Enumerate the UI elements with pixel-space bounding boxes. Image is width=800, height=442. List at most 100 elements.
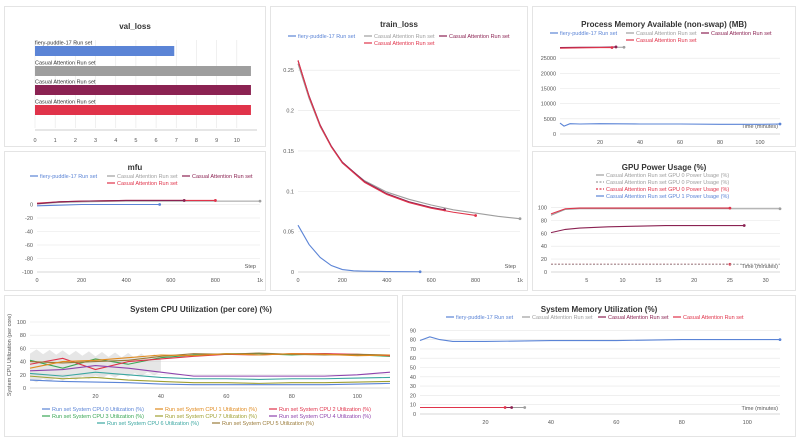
train-loss-x-tick: 200	[338, 278, 347, 284]
cpu-y-tick: 80	[20, 333, 26, 339]
sys-memory-x-tick: 60	[613, 420, 619, 426]
cpu-y-tick: 20	[20, 373, 26, 379]
sys-memory-y-tick: 90	[410, 328, 416, 334]
val-loss-x-tick: 6	[155, 138, 158, 144]
sys-memory-y-tick: 50	[410, 366, 416, 372]
memory-y-tick: 15000	[541, 87, 556, 93]
gpu-power-series-line	[550, 207, 730, 215]
gpu-power-legend-label: Casual Attention Run set GPU 1 Power Usa…	[606, 194, 729, 200]
gpu-power-series-end-dot	[728, 206, 732, 210]
val-loss-x-tick: 3	[94, 138, 97, 144]
train-loss-series-end-dot	[418, 270, 422, 274]
cpu-y-tick: 60	[20, 346, 26, 352]
sys-memory-panel[interactable]	[402, 295, 796, 437]
sys-memory-legend-label: Casual Attention Run set	[532, 315, 593, 321]
memory-legend-label: Casual Attention Run set	[711, 31, 772, 37]
memory-y-tick: 20000	[541, 71, 556, 77]
val-loss-x-tick: 9	[215, 138, 218, 144]
cpu-legend-label: Run set System CPU 3 Utilization (%)	[52, 414, 144, 420]
memory-x-label: Time (minutes)	[742, 124, 779, 130]
val-loss-bar	[35, 105, 251, 115]
train-loss-legend-label: Casual Attention Run set	[374, 41, 435, 47]
train-loss-y-tick: 0.2	[286, 109, 294, 115]
train-loss-series-end-dot	[518, 217, 522, 221]
val-loss-x-tick: 4	[114, 138, 117, 144]
cpu-y-tick: 0	[23, 386, 26, 392]
mfu-panel[interactable]	[4, 151, 266, 291]
sys-memory-y-tick: 20	[410, 393, 416, 399]
mfu-x-tick: 800	[211, 278, 220, 284]
train-loss-series-end-dot	[474, 214, 477, 217]
cpu-series-line	[29, 353, 391, 371]
mfu-x-tick: 1k	[257, 278, 263, 284]
cpu-y-tick: 40	[20, 360, 26, 366]
val-loss-bar	[35, 85, 251, 95]
memory-x-tick: 20	[597, 140, 603, 146]
train-loss-x-tick: 800	[471, 278, 480, 284]
val-loss-title: val_loss	[119, 22, 151, 31]
mfu-series-end-dot	[158, 203, 162, 206]
sys-memory-series-line	[419, 336, 780, 343]
train-loss-legend-label: fiery-puddle-17 Run set	[298, 34, 356, 40]
mfu-x-tick: 600	[166, 278, 175, 284]
val-loss-x-tick: 7	[175, 138, 178, 144]
memory-y-tick: 25000	[541, 56, 556, 62]
memory-series-line	[559, 46, 612, 49]
sys-memory-y-tick: 70	[410, 347, 416, 353]
sys-memory-y-tick: 10	[410, 403, 416, 409]
cpu-series-line	[29, 379, 391, 386]
cpu-x-tick: 100	[353, 394, 362, 400]
gpu-power-y-tick: 20	[541, 257, 547, 263]
train-loss-legend-label: Casual Attention Run set	[449, 34, 510, 40]
memory-y-tick: 10000	[541, 102, 556, 108]
val-loss-x-tick: 10	[234, 138, 240, 144]
val-loss-x-tick: 2	[74, 138, 77, 144]
sys-memory-x-tick: 40	[548, 420, 554, 426]
cpu-x-tick: 60	[223, 394, 229, 400]
gpu-power-series-line	[550, 208, 780, 216]
gpu-power-y-tick: 80	[541, 218, 547, 224]
mfu-x-tick: 0	[35, 278, 38, 284]
memory-series-end-dot	[614, 45, 618, 49]
train-loss-legend-label: Casual Attention Run set	[374, 34, 435, 40]
val-loss-panel[interactable]	[4, 6, 266, 147]
gpu-power-y-tick: 0	[544, 270, 547, 276]
mfu-x-tick: 400	[122, 278, 131, 284]
cpu-legend-label: Run set System CPU 1 Utilization (%)	[165, 407, 257, 413]
train-loss-y-tick: 0	[291, 270, 294, 276]
sys-memory-series-end-dot	[523, 406, 527, 409]
cpu-legend-label: Run set System CPU 7 Utilization (%)	[165, 414, 257, 420]
train-loss-y-tick: 0.05	[283, 230, 294, 236]
gpu-power-x-label: Time (minutes)	[742, 264, 779, 270]
memory-legend-label: Casual Attention Run set	[636, 31, 697, 37]
train-loss-panel[interactable]	[270, 6, 528, 291]
cpu-legend-label: Run set System CPU 0 Utilization (%)	[52, 407, 144, 413]
gpu-power-panel[interactable]	[532, 151, 796, 291]
cpu-legend-label: Run set System CPU 6 Utilization (%)	[107, 421, 199, 427]
gpu-power-x-tick: 20	[691, 278, 697, 284]
cpu-legend-label: Run set System CPU 2 Utilization (%)	[279, 407, 371, 413]
val-loss-bar-label: fiery-puddle-17 Run set	[35, 41, 93, 47]
sys-memory-series-end-dot	[778, 338, 782, 341]
memory-x-tick: 100	[755, 140, 764, 146]
memory-y-tick: 0	[553, 132, 556, 138]
sys-memory-y-tick: 30	[410, 384, 416, 390]
mfu-x-label: Step	[245, 264, 256, 270]
train-loss-x-tick: 600	[427, 278, 436, 284]
sys-memory-legend-label: Casual Attention Run set	[683, 315, 744, 321]
cpu-y-label: System CPU Utilization (per core)	[7, 314, 13, 396]
val-loss-bar-label: Casual Attention Run set	[35, 80, 96, 86]
train-loss-x-tick: 400	[382, 278, 391, 284]
memory-x-tick: 40	[637, 140, 643, 146]
sys-memory-x-tick: 100	[743, 420, 752, 426]
mfu-y-tick: -100	[22, 270, 33, 276]
sys-memory-y-tick: 40	[410, 375, 416, 381]
sys-memory-y-tick: 60	[410, 356, 416, 362]
cpu-x-tick: 20	[92, 394, 98, 400]
memory-legend-label: fiery-puddle-17 Run set	[560, 31, 618, 37]
cpu-series-line	[29, 353, 391, 369]
val-loss-bar	[35, 46, 175, 56]
mfu-y-tick: -20	[25, 216, 33, 222]
memory-series-end-dot	[778, 122, 782, 126]
